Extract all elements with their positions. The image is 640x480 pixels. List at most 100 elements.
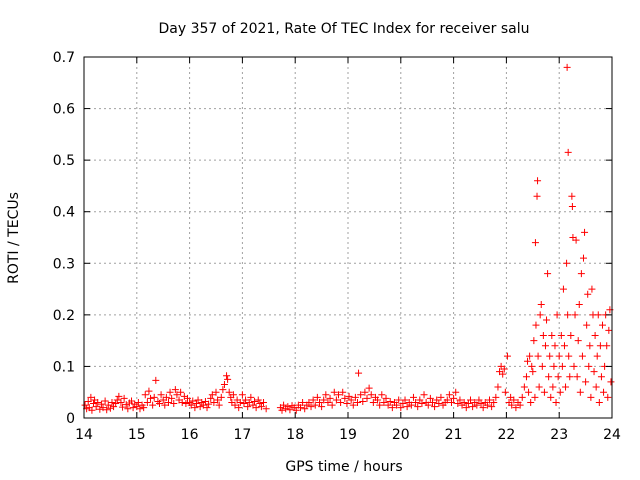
data-point (477, 400, 485, 408)
x-axis-label: GPS time / hours (285, 459, 402, 475)
data-point (403, 403, 411, 411)
data-point (420, 391, 428, 399)
data-point (199, 401, 207, 409)
data-point (488, 403, 496, 411)
data-point (433, 396, 441, 404)
data-point (224, 375, 232, 383)
data-point (238, 391, 246, 399)
data-point (581, 228, 589, 236)
data-point (247, 393, 255, 401)
data-point (229, 391, 237, 399)
data-point (397, 404, 405, 412)
data-point (545, 373, 553, 381)
data-point (210, 399, 218, 407)
data-point (584, 290, 592, 298)
data-point (301, 405, 309, 413)
data-point (583, 321, 591, 329)
data-point (320, 396, 328, 404)
data-point (215, 401, 223, 409)
data-point (378, 391, 386, 399)
data-point (119, 403, 127, 411)
data-point (577, 270, 585, 278)
data-point (161, 401, 169, 409)
data-point (351, 393, 359, 401)
grid (84, 57, 612, 418)
data-point (531, 239, 539, 247)
data-point (426, 394, 434, 402)
data-point (292, 406, 300, 414)
data-point (435, 400, 443, 408)
data-point (217, 393, 225, 401)
data-point (88, 406, 96, 414)
data-point (564, 148, 572, 156)
data-point (183, 394, 191, 402)
data-point (587, 393, 595, 401)
data-point (503, 352, 511, 360)
y-tick-label: 0.1 (53, 359, 75, 375)
data-point (574, 337, 582, 345)
y-tick-label: 0.6 (53, 102, 75, 118)
data-point (173, 391, 181, 399)
data-point (257, 403, 265, 411)
data-point (533, 192, 541, 200)
data-point (260, 399, 268, 407)
data-point (240, 400, 248, 408)
data-point (345, 392, 353, 400)
data-point (141, 391, 149, 399)
data-point (578, 352, 586, 360)
x-tick-label: 14 (75, 427, 93, 443)
data-points (81, 63, 615, 414)
data-point (543, 316, 551, 324)
data-point (492, 393, 500, 401)
data-point (469, 403, 477, 411)
data-point (539, 331, 547, 339)
data-point (460, 399, 468, 407)
data-point (219, 386, 227, 394)
data-point (334, 391, 342, 399)
data-point (349, 401, 357, 409)
data-point (164, 399, 172, 407)
data-point (311, 401, 319, 409)
data-point (81, 401, 89, 409)
data-point (208, 391, 216, 399)
data-point (326, 394, 334, 402)
data-point (550, 362, 558, 370)
data-point (412, 399, 420, 407)
data-point (597, 373, 605, 381)
data-point (120, 394, 128, 402)
data-point (525, 388, 533, 396)
data-point (150, 393, 158, 401)
data-point (309, 396, 317, 404)
data-point (101, 397, 109, 405)
data-point (573, 373, 581, 381)
data-point (399, 400, 407, 408)
y-tick-label: 0.7 (53, 50, 75, 66)
data-point (532, 321, 540, 329)
data-point (106, 404, 114, 412)
data-point (388, 404, 396, 412)
data-point (386, 397, 394, 405)
data-point (566, 373, 574, 381)
data-point (156, 400, 164, 408)
data-point (483, 401, 491, 409)
x-tick-label: 20 (392, 427, 410, 443)
data-point (168, 394, 176, 402)
data-point (534, 177, 542, 185)
x-tick-label: 21 (445, 427, 463, 443)
data-point (582, 378, 590, 386)
data-point (225, 388, 233, 396)
data-point (212, 388, 220, 396)
data-point (254, 396, 262, 404)
data-point (510, 396, 518, 404)
data-point (592, 383, 600, 391)
data-point (560, 342, 568, 350)
data-point (549, 383, 557, 391)
data-point (596, 342, 604, 350)
data-point (407, 401, 415, 409)
y-axis-label: ROTI / TECUs (6, 192, 22, 284)
data-point (393, 401, 401, 409)
data-point (508, 401, 516, 409)
data-point (313, 393, 321, 401)
data-point (555, 352, 563, 360)
